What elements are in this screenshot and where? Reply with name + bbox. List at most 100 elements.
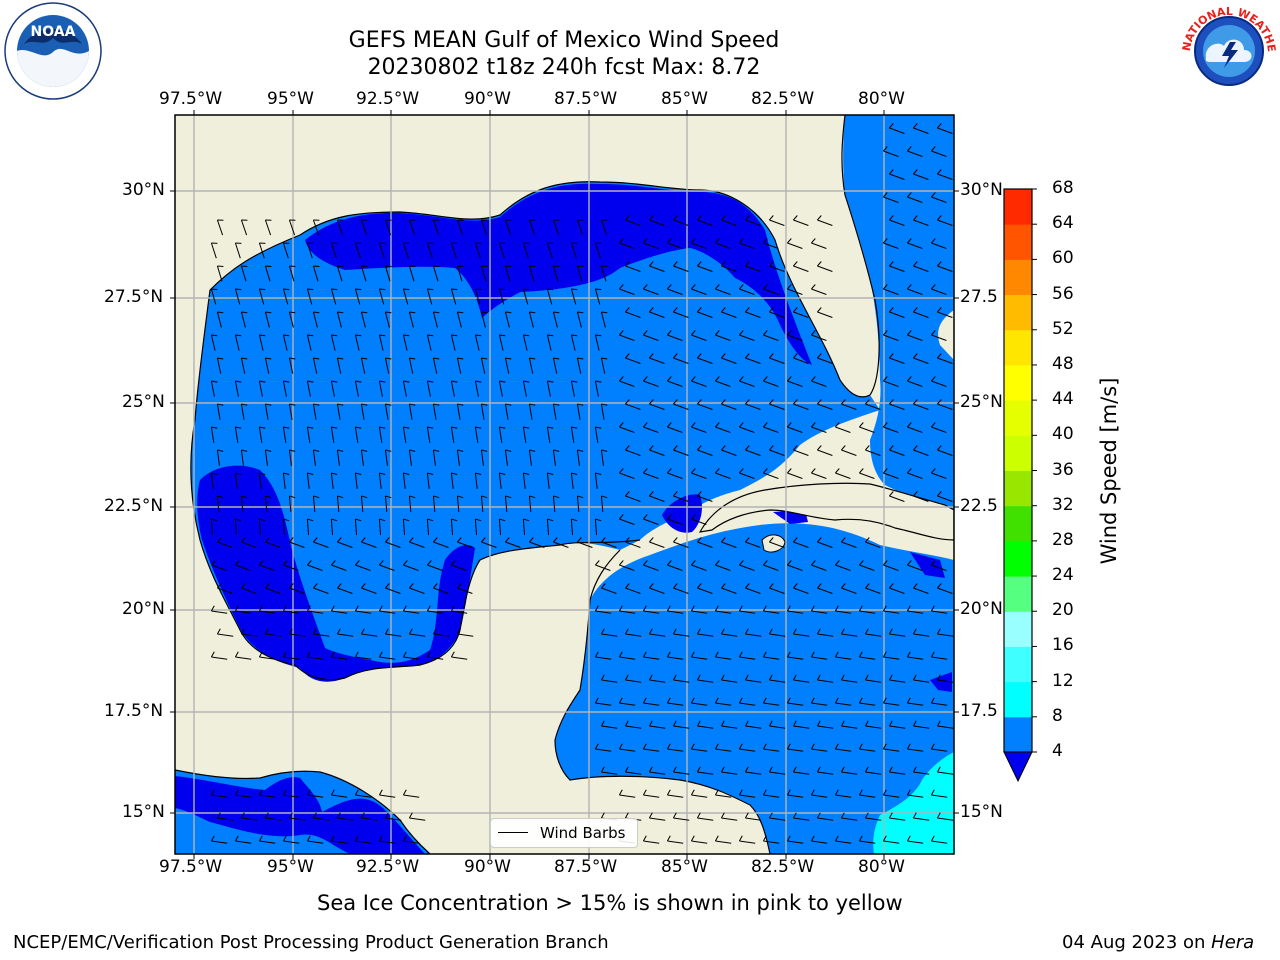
wind-barb-flag [912,766,917,773]
wind-barb [313,817,330,821]
wind-barb-flag [553,311,560,314]
wind-barb-flag [649,491,654,497]
wind-barb [385,633,402,637]
wind-barb-flag [505,311,512,314]
wind-barb-flag [762,835,767,842]
wind-barb-flag [379,334,386,337]
wind-barb-flag [696,720,701,727]
colorbar-tick-label: 12 [1052,670,1074,691]
wind-barb-flag [696,812,701,819]
wind-barb-flag [858,651,863,658]
wind-barb-flag [907,560,912,566]
wind-barb-flag [402,789,407,796]
wind-barb [210,288,217,305]
wind-barb-flag [361,449,368,452]
wind-barb [643,242,659,249]
wind-barb [480,265,487,282]
wind-barb [691,610,708,614]
wind-barb-flag [889,353,894,359]
wind-barb [667,840,684,844]
wind-barb [643,288,659,295]
wind-barb [691,748,708,752]
wind-barb [817,265,833,272]
wind-barb-flag [883,284,888,290]
wind-barb-flag [930,697,935,704]
wind-barb [643,426,659,433]
lat-tick-right: 27.5 [960,287,998,307]
wind-barb [715,656,732,660]
wind-barb-flag [361,495,368,499]
wind-barb [907,150,923,157]
wind-barb [402,472,406,489]
wind-barb [715,610,732,614]
wind-barb-flag [306,605,311,612]
wind-barb-flag [595,380,602,383]
wind-barb [691,794,708,798]
wind-barb [336,403,341,420]
wind-barb [883,242,899,249]
wind-barb-flag [306,651,311,658]
wind-barb-flag [937,123,942,129]
wind-barb [745,725,762,729]
wind-barb-flag [385,265,392,267]
wind-barb [355,610,372,614]
wind-barb [336,357,342,374]
wind-barb-flag [787,560,792,566]
wind-barb-flag [618,605,623,612]
wind-barb-flag [672,766,677,773]
wind-barb-flag [211,288,218,291]
colorbar-tick-label: 48 [1052,353,1074,374]
wind-barb-flag [457,537,462,543]
wind-barb [552,219,560,236]
wind-barb-flag [888,720,893,727]
wind-barb-flag [649,537,654,543]
wind-barb-flag [648,674,653,681]
wind-barb [282,518,285,536]
wind-barb-flag [649,399,654,405]
wind-barb-flag [265,311,272,314]
wind-barb [433,633,450,637]
wind-barb-flag [264,812,269,819]
wind-barb-flag [834,605,839,612]
wind-barb-flag [810,743,815,750]
wind-barb-flag [744,812,749,819]
wind-barb [360,495,364,512]
wind-barb [859,702,876,706]
wind-barb [763,288,779,295]
wind-barb-flag [258,789,263,796]
wind-barb [432,265,439,282]
wind-barb [450,380,455,397]
wind-barb-flag [307,472,314,475]
wind-barb [811,702,828,706]
wind-barb-flag [769,537,774,543]
wind-barb [498,288,505,305]
wind-barb [259,840,276,844]
wind-barb-flag [259,334,266,337]
wind-barb [355,564,371,571]
wind-barb [402,334,408,351]
wind-barb-flag [379,472,386,475]
wind-barb-flag [505,265,512,267]
wind-barb [769,311,785,318]
wind-barb [793,771,810,775]
wind-barb [378,472,382,489]
wind-barb-flag [618,789,623,796]
lon-tick-bottom: 92.5°W [356,857,420,877]
wind-barb-flag [811,238,816,244]
lon-tick-bottom: 97.5°W [159,857,223,877]
wind-barb-flag [529,449,536,452]
wind-barb [403,656,420,660]
wind-barb-flag [258,835,263,842]
wind-barb [384,449,388,466]
wind-barb [331,610,348,614]
wind-barb [883,748,900,752]
wind-barb [378,242,385,259]
wind-barb-flag [648,812,653,819]
wind-barb [474,334,480,351]
colorbar-band [1004,611,1032,647]
wind-barb-flag [691,468,696,474]
wind-barb [306,288,313,305]
wind-barb-flag [289,449,296,452]
wind-barb [817,541,833,548]
